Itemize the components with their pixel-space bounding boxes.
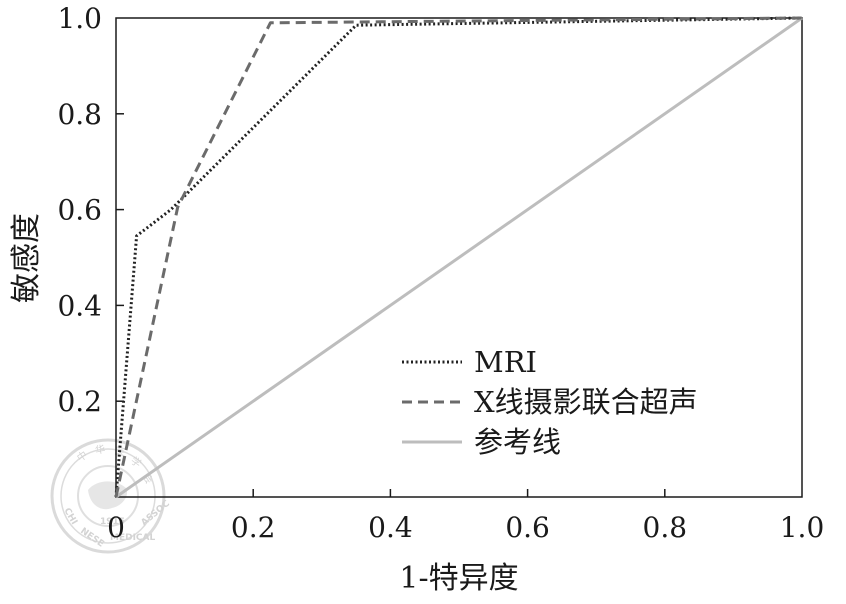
svg-text:CHI: CHI [61, 507, 78, 527]
series-layer [114, 16, 803, 499]
x-tick-label: 0.2 [231, 511, 276, 544]
x-tick-label: 0 [107, 511, 125, 544]
series-line-1 [114, 16, 803, 498]
svg-text:MEDICAL: MEDICAL [110, 533, 155, 543]
y-tick-label: 0.6 [57, 194, 102, 227]
axis-ticks: 0 0.2 0.4 0.6 0.8 1.0 0.2 0.4 0.6 0.8 1.0 [57, 2, 824, 544]
y-axis-title: 敏感度 [9, 213, 44, 303]
legend-label-2: 参考线 [474, 425, 561, 459]
plot-frame [115, 17, 803, 498]
y-tick-label: 0.8 [57, 98, 102, 131]
y-tick-label: 0.4 [57, 289, 102, 322]
legend-label-1: X线摄影联合超声 [474, 385, 698, 419]
x-tick-label: 1.0 [780, 511, 825, 544]
svg-text:学: 学 [128, 454, 144, 470]
legend-label-0: MRI [474, 345, 537, 379]
svg-text:华: 华 [94, 442, 106, 457]
svg-text:1915: 1915 [100, 517, 125, 527]
x-tick-label: 0.4 [368, 511, 413, 544]
series-line-2 [115, 16, 803, 499]
x-axis-title: 1-特异度 [399, 561, 518, 596]
x-tick-label: 0.6 [505, 511, 550, 544]
y-tick-label: 1.0 [57, 2, 102, 35]
y-tick-label: 0.2 [57, 385, 102, 418]
x-tick-label: 0.8 [643, 511, 688, 544]
